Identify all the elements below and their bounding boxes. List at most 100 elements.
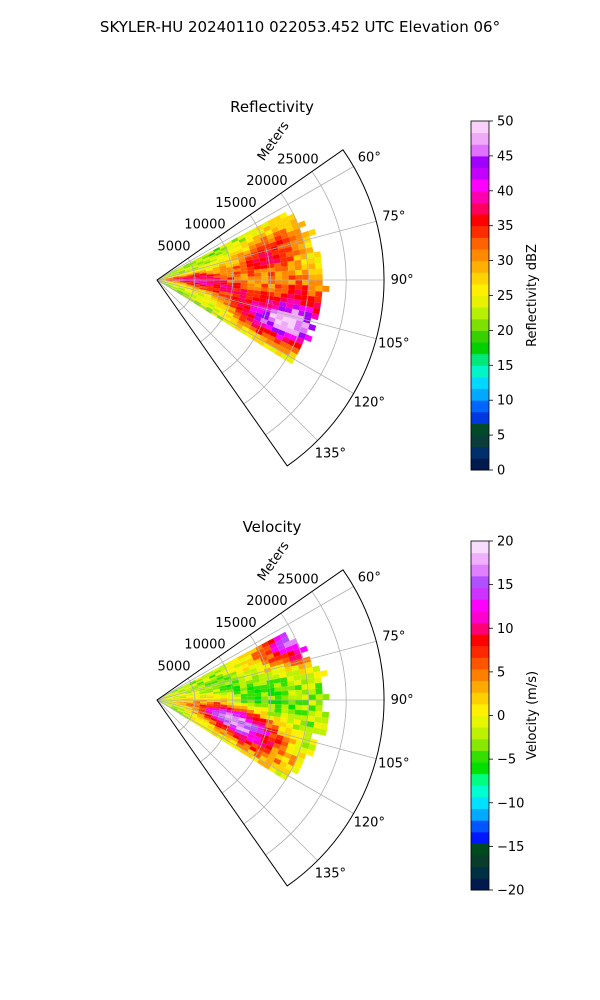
data-cell bbox=[251, 300, 260, 306]
data-cell bbox=[165, 274, 173, 278]
data-cell bbox=[277, 223, 286, 231]
data-cell bbox=[267, 237, 276, 244]
data-cell bbox=[165, 701, 173, 704]
data-cell bbox=[222, 738, 230, 745]
data-cell bbox=[287, 680, 295, 687]
data-cell bbox=[201, 721, 208, 727]
data-cell bbox=[220, 275, 228, 278]
data-cell bbox=[200, 303, 208, 309]
data-cell bbox=[159, 700, 166, 702]
data-cell bbox=[210, 717, 218, 722]
data-cell bbox=[209, 299, 217, 304]
data-cell bbox=[197, 262, 205, 267]
data-cell bbox=[236, 671, 245, 677]
data-cell bbox=[253, 713, 261, 719]
data-cell bbox=[219, 708, 227, 713]
data-cell bbox=[301, 741, 310, 750]
data-cell bbox=[159, 280, 166, 282]
colorbar-segment bbox=[471, 541, 489, 554]
data-cell bbox=[250, 651, 259, 658]
colorbar-segment bbox=[471, 564, 489, 577]
radial-tick-label: 20000 bbox=[246, 174, 287, 189]
data-cell bbox=[246, 263, 254, 268]
data-cell bbox=[262, 342, 271, 350]
data-cell bbox=[177, 266, 184, 270]
data-cell bbox=[245, 676, 253, 682]
data-cell bbox=[256, 308, 264, 315]
data-cell bbox=[274, 349, 283, 357]
data-cell bbox=[183, 262, 190, 268]
data-cell bbox=[253, 752, 262, 759]
data-cell bbox=[279, 340, 288, 349]
data-cell bbox=[165, 284, 172, 288]
data-cell bbox=[179, 692, 186, 696]
data-cell bbox=[203, 717, 211, 722]
data-cell bbox=[172, 276, 180, 279]
data-cell bbox=[252, 234, 261, 241]
data-cell bbox=[186, 276, 194, 278]
data-cell bbox=[186, 283, 194, 286]
data-cell bbox=[208, 721, 216, 726]
data-cell bbox=[219, 291, 227, 295]
data-cell bbox=[213, 691, 221, 695]
data-cell bbox=[193, 721, 201, 727]
data-cell bbox=[285, 722, 294, 729]
colorbar-tick-label: −20 bbox=[497, 884, 524, 899]
data-cell bbox=[306, 749, 315, 757]
data-cell bbox=[287, 265, 296, 271]
data-cell bbox=[272, 742, 281, 750]
colorbar-segment bbox=[471, 622, 489, 635]
data-cell bbox=[206, 283, 214, 286]
data-cell bbox=[304, 661, 313, 669]
angular-gridline bbox=[156, 699, 377, 760]
data-cell bbox=[177, 267, 184, 271]
data-cell bbox=[238, 657, 247, 664]
data-cell bbox=[246, 657, 254, 664]
data-cell bbox=[307, 295, 315, 303]
data-cell bbox=[166, 280, 173, 282]
data-cell bbox=[307, 257, 315, 265]
data-cell bbox=[206, 270, 214, 273]
data-cell bbox=[232, 713, 240, 718]
data-cell bbox=[266, 320, 275, 327]
data-cell bbox=[198, 687, 206, 691]
data-cell bbox=[277, 749, 286, 757]
data-cell bbox=[245, 752, 254, 759]
colorbar-tick-label: 0 bbox=[497, 464, 505, 479]
colorbar-tick-label: 35 bbox=[497, 219, 514, 234]
data-cell bbox=[255, 662, 263, 668]
data-cell bbox=[197, 714, 204, 719]
colorbar-tick-label: 0 bbox=[497, 709, 505, 724]
data-cell bbox=[206, 694, 214, 697]
data-cell bbox=[302, 700, 310, 706]
data-cell bbox=[233, 731, 242, 737]
data-cell bbox=[291, 308, 300, 316]
data-cell bbox=[198, 684, 205, 689]
data-cell bbox=[195, 298, 202, 304]
data-cell bbox=[247, 269, 255, 274]
data-cell bbox=[272, 230, 281, 238]
data-cell bbox=[256, 665, 264, 672]
data-cell bbox=[254, 700, 262, 704]
data-cell bbox=[240, 276, 248, 280]
data-cell bbox=[308, 323, 317, 332]
data-cell bbox=[166, 700, 173, 702]
data-cell bbox=[285, 671, 294, 678]
data-cell bbox=[186, 281, 194, 283]
data-cell bbox=[213, 307, 221, 313]
data-cell bbox=[271, 326, 280, 334]
data-cell bbox=[206, 274, 214, 277]
data-cell bbox=[183, 292, 190, 298]
data-cell bbox=[244, 654, 253, 661]
data-cell bbox=[237, 319, 245, 326]
data-cell bbox=[265, 758, 274, 766]
data-cell bbox=[259, 680, 268, 686]
theta-tick-label: 135° bbox=[315, 446, 346, 461]
data-cell bbox=[254, 283, 262, 288]
colorbar-segment bbox=[471, 388, 489, 401]
data-cell bbox=[249, 306, 258, 313]
data-cell bbox=[269, 312, 277, 319]
data-cell bbox=[198, 264, 205, 269]
data-cell bbox=[178, 690, 186, 694]
data-cell bbox=[159, 698, 166, 700]
